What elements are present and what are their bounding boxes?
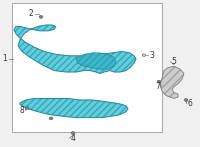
Circle shape [142, 54, 146, 56]
Text: 4: 4 [71, 134, 75, 143]
Polygon shape [160, 66, 184, 98]
Polygon shape [76, 53, 116, 69]
Polygon shape [49, 117, 53, 120]
Polygon shape [157, 80, 161, 83]
Polygon shape [14, 25, 136, 74]
Text: 7: 7 [156, 82, 160, 91]
FancyBboxPatch shape [12, 3, 162, 132]
Polygon shape [25, 107, 29, 109]
Text: 6: 6 [188, 99, 192, 108]
Polygon shape [20, 98, 128, 118]
Polygon shape [184, 99, 188, 101]
Polygon shape [71, 132, 75, 134]
Text: 2: 2 [29, 9, 33, 19]
Text: 8: 8 [19, 106, 24, 115]
Text: 1: 1 [3, 54, 7, 63]
Polygon shape [39, 16, 43, 18]
Text: 3: 3 [150, 51, 154, 60]
Text: 5: 5 [172, 57, 176, 66]
